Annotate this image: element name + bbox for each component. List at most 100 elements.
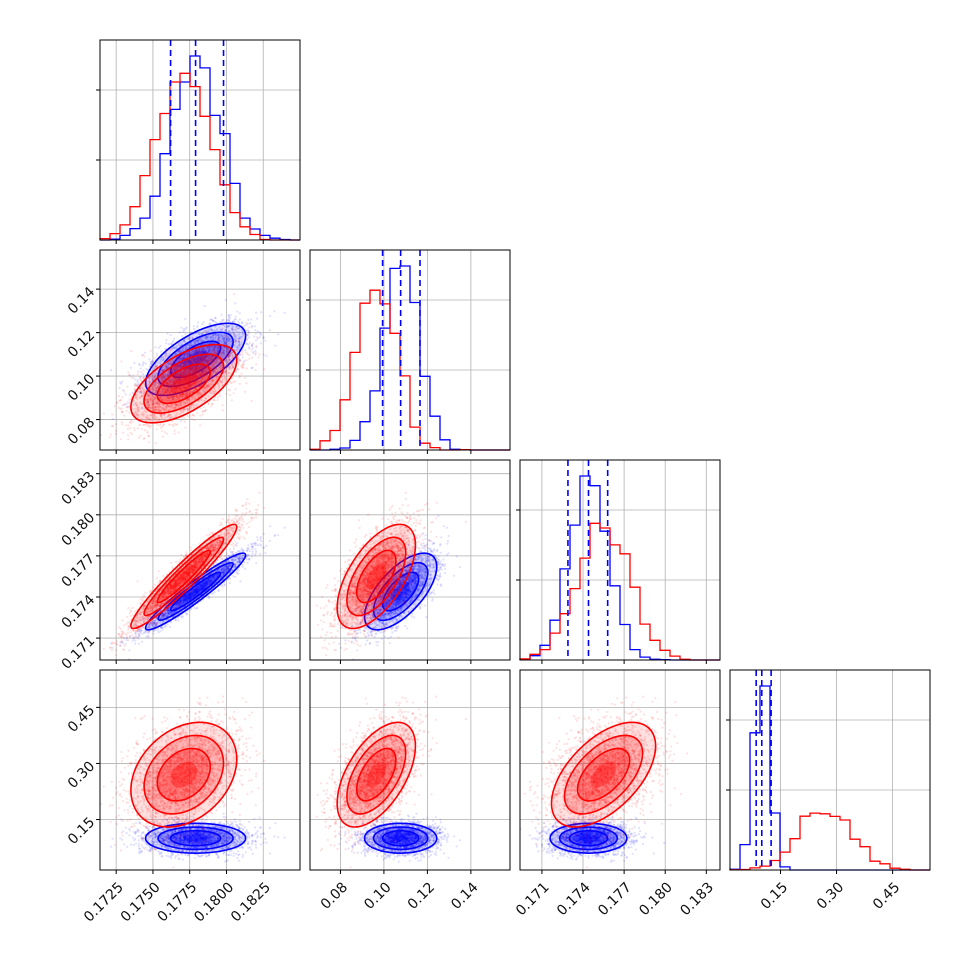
scatter-point — [120, 383, 122, 385]
scatter-point — [156, 428, 158, 430]
scatter-point — [238, 377, 240, 379]
scatter-point — [246, 368, 248, 370]
scatter-point — [193, 325, 195, 327]
scatter-point — [127, 424, 129, 426]
scatter-point — [248, 326, 250, 328]
scatter-point — [143, 355, 145, 357]
scatter-point — [258, 353, 260, 355]
scatter-point — [139, 435, 141, 437]
scatter-point — [260, 311, 262, 313]
scatter-point — [114, 405, 116, 407]
scatter-point — [225, 393, 227, 395]
scatter-point — [140, 379, 142, 381]
scatter-point — [181, 335, 183, 337]
scatter-point — [227, 389, 229, 391]
scatter-point — [241, 322, 243, 324]
scatter-point — [179, 331, 181, 333]
scatter-point — [245, 322, 247, 324]
scatter-point — [125, 424, 127, 426]
scatter-point — [143, 361, 145, 363]
scatter-point — [263, 354, 265, 356]
scatter-point — [112, 418, 114, 420]
scatter-point — [127, 401, 129, 403]
scatter-point — [155, 362, 157, 364]
scatter-point — [197, 321, 199, 323]
scatter-point — [121, 421, 123, 423]
scatter-point — [166, 333, 168, 335]
scatter-point — [121, 396, 123, 398]
scatter-point — [251, 367, 253, 369]
scatter-point — [133, 362, 135, 364]
scatter-point — [134, 384, 136, 386]
scatter-point — [128, 406, 130, 408]
scatter-point — [129, 422, 131, 424]
scatter-point — [240, 338, 242, 340]
scatter-point — [178, 350, 180, 352]
scatter-point — [217, 396, 219, 398]
scatter-point — [158, 347, 160, 349]
scatter-point — [164, 355, 166, 357]
scatter-point — [124, 403, 126, 405]
scatter-point — [197, 325, 199, 327]
scatter-point — [154, 357, 156, 359]
scatter-point — [126, 386, 128, 388]
scatter-point — [160, 427, 162, 429]
scatter-point — [257, 356, 259, 358]
scatter-point — [234, 302, 236, 304]
scatter-point — [145, 363, 147, 365]
scatter-point — [134, 388, 136, 390]
scatter-point — [167, 354, 169, 356]
scatter-point — [284, 312, 286, 314]
scatter-point — [163, 424, 165, 426]
scatter-point — [260, 342, 262, 344]
scatter-point — [142, 424, 144, 426]
scatter-point — [245, 359, 247, 361]
scatter-point — [138, 437, 140, 439]
scatter-point — [220, 314, 222, 316]
scatter-point — [144, 429, 146, 431]
scatter-point — [196, 412, 198, 414]
scatter-point — [228, 343, 230, 345]
scatter-point — [256, 318, 258, 320]
scatter-point — [257, 330, 259, 332]
scatter-point — [166, 433, 168, 435]
scatter-point — [121, 410, 123, 412]
scatter-point — [171, 341, 173, 343]
scatter-point — [229, 382, 231, 384]
scatter-point — [236, 368, 238, 370]
scatter-point — [244, 349, 246, 351]
scatter-point — [248, 358, 250, 360]
scatter-point — [194, 343, 196, 345]
scatter-point — [165, 352, 167, 354]
scatter-point — [222, 404, 224, 406]
scatter-point — [243, 363, 245, 365]
scatter-point — [239, 360, 241, 362]
scatter-point — [259, 336, 261, 338]
scatter-point — [274, 345, 276, 347]
scatter-point — [176, 423, 178, 425]
scatter-point — [133, 427, 135, 429]
scatter-point — [200, 340, 202, 342]
scatter-point — [228, 319, 230, 321]
scatter-point — [119, 399, 121, 401]
scatter-point — [189, 415, 191, 417]
scatter-point — [120, 360, 122, 362]
scatter-point — [256, 336, 258, 338]
scatter-point — [241, 356, 243, 358]
scatter-point — [234, 388, 236, 390]
scatter-point — [237, 340, 239, 342]
scatter-point — [156, 355, 158, 357]
scatter-point — [138, 424, 140, 426]
scatter-point — [111, 413, 113, 415]
scatter-point — [137, 379, 139, 381]
scatter-point — [247, 343, 249, 345]
scatter-point — [239, 351, 241, 353]
scatter-point — [161, 355, 163, 357]
scatter-point — [239, 383, 241, 385]
scatter-point — [247, 319, 249, 321]
scatter-point — [210, 405, 212, 407]
scatter-point — [273, 310, 275, 312]
scatter-point — [252, 347, 254, 349]
scatter-point — [166, 350, 168, 352]
